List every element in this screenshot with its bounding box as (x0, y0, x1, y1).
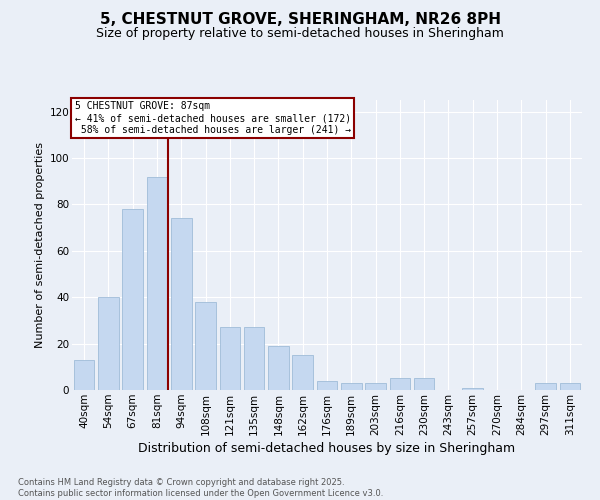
Bar (292, 355, 313, 390)
Text: 5 CHESTNUT GROVE: 87sqm
← 41% of semi-detached houses are smaller (172)
 58% of : 5 CHESTNUT GROVE: 87sqm ← 41% of semi-de… (74, 102, 350, 134)
Bar (389, 378, 410, 390)
Text: Contains HM Land Registry data © Crown copyright and database right 2025.
Contai: Contains HM Land Registry data © Crown c… (18, 478, 383, 498)
Bar (365, 383, 386, 390)
Bar (146, 176, 167, 390)
Bar (560, 383, 580, 390)
X-axis label: Distribution of semi-detached houses by size in Sheringham: Distribution of semi-detached houses by … (139, 442, 515, 455)
Text: 5, CHESTNUT GROVE, SHERINGHAM, NR26 8PH: 5, CHESTNUT GROVE, SHERINGHAM, NR26 8PH (100, 12, 500, 28)
Bar (317, 380, 337, 390)
Bar (535, 383, 556, 390)
Bar (220, 328, 240, 390)
Bar (244, 328, 265, 390)
Bar (463, 388, 483, 390)
Bar (341, 383, 362, 390)
Text: Size of property relative to semi-detached houses in Sheringham: Size of property relative to semi-detach… (96, 28, 504, 40)
Bar (122, 209, 143, 390)
Bar (98, 297, 119, 390)
Bar (268, 346, 289, 390)
Y-axis label: Number of semi-detached properties: Number of semi-detached properties (35, 142, 46, 348)
Bar (171, 218, 191, 390)
Bar (195, 302, 216, 390)
Bar (74, 360, 94, 390)
Bar (414, 378, 434, 390)
